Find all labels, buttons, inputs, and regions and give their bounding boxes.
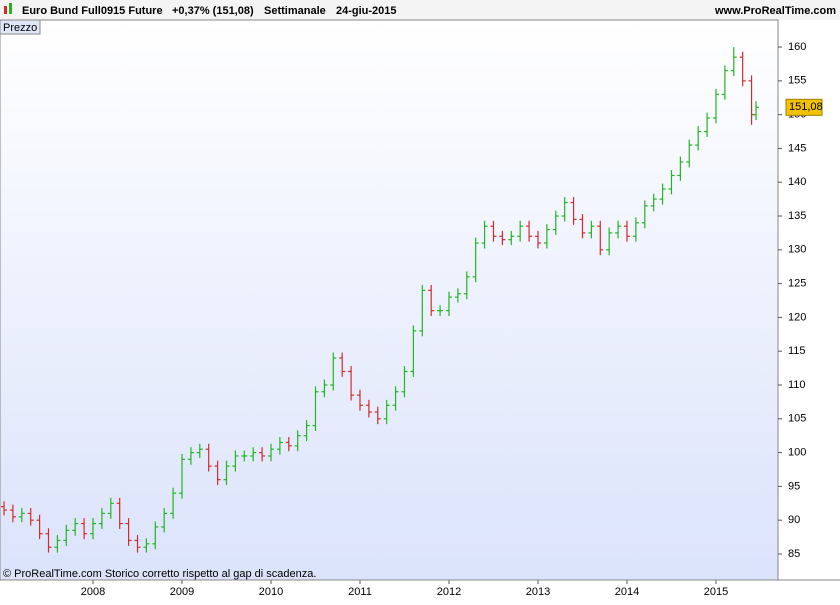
y-tick-label: 125: [788, 278, 806, 290]
x-tick-label: 2014: [615, 586, 639, 598]
site: www.ProRealTime.com: [714, 5, 836, 17]
x-tick-label: 2010: [259, 586, 283, 598]
last-price-box: [785, 98, 823, 116]
y-tick-label: 105: [788, 413, 806, 425]
y-tick-label: 90: [788, 514, 800, 526]
x-tick-label: 2015: [704, 586, 728, 598]
header-bar: [0, 0, 840, 20]
app-icon: [4, 3, 12, 14]
y-tick-label: 135: [788, 210, 806, 222]
x-tick-label: 2012: [437, 586, 461, 598]
date: 24-giu-2015: [336, 5, 397, 17]
y-tick-label: 115: [788, 345, 806, 357]
y-tick-label: 110: [788, 379, 806, 391]
y-tick-label: 85: [788, 548, 800, 560]
y-tick-label: 155: [788, 75, 806, 87]
change: +0,37% (151,08): [172, 5, 254, 17]
y-tick-label: 120: [788, 311, 806, 323]
y-tick-label: 160: [788, 41, 806, 53]
period: Settimanale: [264, 5, 326, 17]
x-tick-label: 2013: [526, 586, 550, 598]
y-tick-label: 145: [788, 142, 806, 154]
x-tick-label: 2008: [81, 586, 105, 598]
x-tick-label: 2009: [170, 586, 194, 598]
last-price-label: 151,08: [789, 101, 823, 113]
x-tick-label: 2011: [348, 586, 372, 598]
y-tick-label: 95: [788, 480, 800, 492]
footer: © ProRealTime.com Storico corretto rispe…: [3, 568, 316, 580]
panel-label: Prezzo: [3, 22, 37, 34]
panel-label-box: [0, 19, 41, 35]
instrument: Euro Bund Full0915 Future: [22, 5, 163, 17]
y-tick-label: 140: [788, 176, 806, 188]
plot-area: [0, 19, 779, 581]
y-tick-label: 100: [788, 446, 806, 458]
y-tick-label: 130: [788, 244, 806, 256]
